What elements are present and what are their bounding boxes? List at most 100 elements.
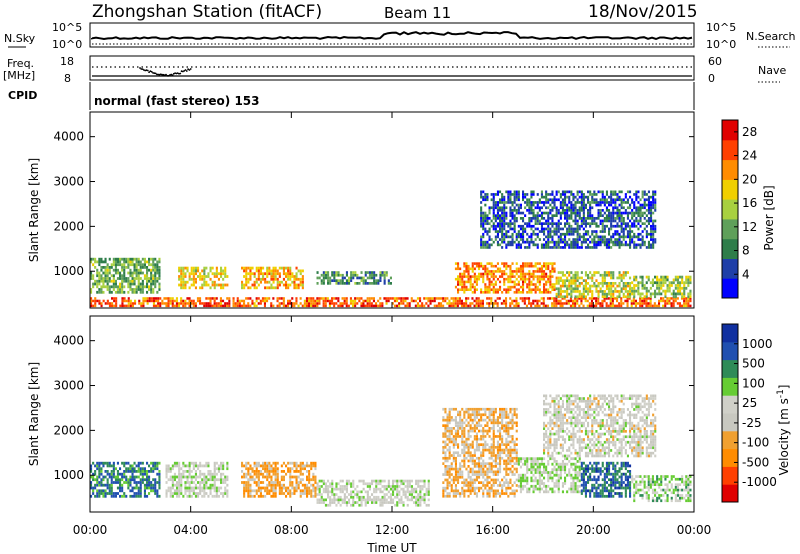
heatmap-cell xyxy=(612,282,615,285)
heatmap-cell xyxy=(532,211,535,215)
heatmap-cell xyxy=(276,472,279,476)
heatmap-cell xyxy=(184,492,187,495)
heatmap-cell xyxy=(496,277,499,281)
heatmap-cell xyxy=(373,490,376,494)
heatmap-cell xyxy=(251,475,254,479)
heatmap-cell xyxy=(108,271,111,275)
heatmap-cell xyxy=(437,302,440,305)
heatmap-cell xyxy=(647,297,650,300)
heatmap-cell xyxy=(492,203,495,207)
heatmap-cell xyxy=(637,195,640,199)
heatmap-cell xyxy=(564,246,567,249)
heatmap-cell xyxy=(683,295,686,299)
heatmap-cell xyxy=(540,214,543,217)
heatmap-cell xyxy=(658,281,661,285)
heatmap-cell xyxy=(475,299,478,303)
heatmap-cell xyxy=(383,493,386,496)
heatmap-cell xyxy=(482,272,485,276)
heatmap-cell xyxy=(515,219,518,223)
heatmap-cell xyxy=(641,230,644,233)
heatmap-cell xyxy=(465,275,468,278)
heatmap-cell xyxy=(467,448,470,452)
heatmap-cell xyxy=(156,481,159,484)
heatmap-cell xyxy=(274,483,277,487)
heatmap-cell xyxy=(530,219,533,223)
heatmap-cell xyxy=(291,483,294,487)
heatmap-cell xyxy=(154,277,157,280)
heatmap-cell xyxy=(471,275,474,278)
heatmap-cell xyxy=(203,478,206,482)
heatmap-cell xyxy=(530,235,533,239)
heatmap-cell xyxy=(645,281,648,285)
heatmap-cell xyxy=(674,292,677,296)
heatmap-cell xyxy=(301,277,304,281)
heatmap-cell xyxy=(515,211,518,215)
heatmap-cell xyxy=(519,211,522,215)
heatmap-cell xyxy=(522,267,525,271)
heatmap-cell xyxy=(125,266,128,269)
heatmap-cell xyxy=(676,286,679,290)
heatmap-cell xyxy=(614,206,617,210)
heatmap-cell xyxy=(543,201,546,204)
heatmap-cell xyxy=(184,304,187,308)
heatmap-cell xyxy=(197,464,200,468)
heatmap-cell xyxy=(463,454,466,457)
heatmap-cell xyxy=(572,276,575,280)
heatmap-cell xyxy=(559,246,562,249)
heatmap-cell xyxy=(427,487,430,491)
heatmap-cell xyxy=(184,470,187,473)
heatmap-cell xyxy=(488,280,491,284)
heatmap-cell xyxy=(173,475,176,479)
heatmap-cell xyxy=(154,489,157,493)
heatmap-cell xyxy=(574,299,577,303)
heatmap-cell xyxy=(488,262,491,265)
heatmap-cell xyxy=(532,214,535,217)
heatmap-cell xyxy=(641,299,644,303)
heatmap-cell xyxy=(335,273,338,277)
heatmap-cell xyxy=(473,304,476,308)
heatmap-cell xyxy=(245,297,248,300)
heatmap-cell xyxy=(454,459,457,463)
heatmap-cell xyxy=(448,473,451,476)
heatmap-cell xyxy=(192,277,195,281)
heatmap-cell xyxy=(522,277,525,281)
heatmap-cell xyxy=(578,227,581,231)
heatmap-cell xyxy=(482,291,485,294)
heatmap-cell xyxy=(605,271,608,274)
heatmap-cell xyxy=(190,478,193,482)
heatmap-cell xyxy=(501,262,504,265)
heatmap-cell xyxy=(121,277,124,280)
heatmap-cell xyxy=(375,482,378,486)
heatmap-cell xyxy=(102,461,105,465)
heatmap-cell xyxy=(639,232,642,236)
heatmap-cell xyxy=(549,297,552,300)
heatmap-cell xyxy=(641,195,644,199)
heatmap-cell xyxy=(375,282,378,285)
heatmap-cell xyxy=(366,304,369,308)
heatmap-cell xyxy=(564,295,567,299)
heatmap-cell xyxy=(639,295,642,299)
heatmap-cell xyxy=(320,279,323,282)
heatmap-cell xyxy=(114,494,117,498)
power-colorbar-label: Power [dB] xyxy=(762,185,776,250)
heatmap-cell xyxy=(519,217,522,220)
heatmap-cell xyxy=(272,297,275,300)
heatmap-cell xyxy=(396,299,399,303)
heatmap-cell xyxy=(226,283,229,287)
heatmap-cell xyxy=(513,291,516,294)
heatmap-cell xyxy=(631,201,634,204)
heatmap-cell xyxy=(442,473,445,476)
heatmap-cell xyxy=(154,274,157,278)
heatmap-cell xyxy=(217,470,220,473)
heatmap-cell xyxy=(362,302,365,305)
heatmap-cell xyxy=(148,478,151,482)
heatmap-cell xyxy=(507,291,510,294)
heatmap-cell xyxy=(102,277,105,280)
heatmap-cell xyxy=(146,470,149,473)
heatmap-cell xyxy=(419,479,422,483)
heatmap-cell xyxy=(419,490,422,494)
heatmap-cell xyxy=(463,262,466,265)
heatmap-cell xyxy=(182,302,185,305)
heatmap-cell xyxy=(119,257,122,261)
heatmap-cell xyxy=(547,275,550,278)
